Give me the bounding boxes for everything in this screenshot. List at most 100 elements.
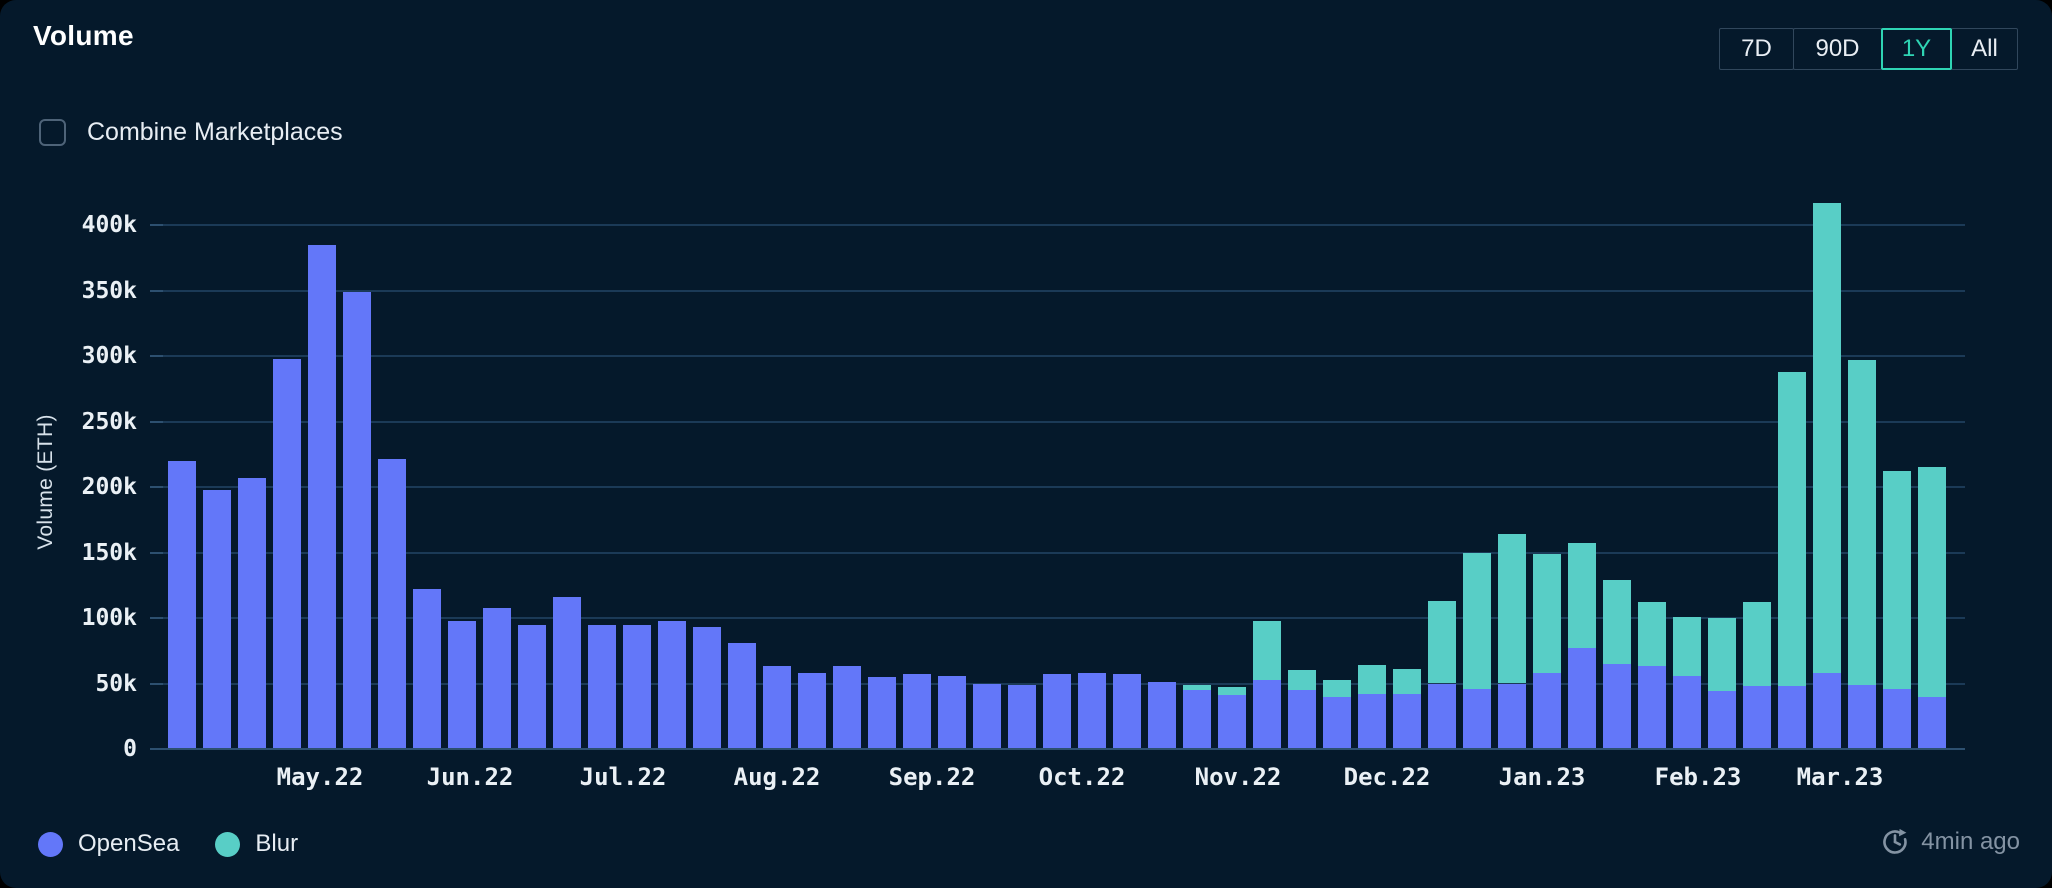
bar-opensea-week-30[interactable] xyxy=(1183,690,1211,749)
bar-blur-week-30[interactable] xyxy=(1183,684,1211,691)
page-title: Volume xyxy=(33,20,134,51)
bar-opensea-week-4[interactable] xyxy=(273,358,301,749)
bar-blur-week-45[interactable] xyxy=(1708,618,1736,692)
bar-opensea-week-24[interactable] xyxy=(973,683,1001,749)
x-axis-label-Mar.23: Mar.23 xyxy=(1796,763,1884,791)
bar-blur-week-32[interactable] xyxy=(1253,620,1281,680)
bar-blur-week-47[interactable] xyxy=(1778,371,1806,687)
bar-opensea-week-50[interactable] xyxy=(1883,688,1911,749)
bar-blur-week-33[interactable] xyxy=(1288,670,1316,691)
bar-opensea-week-44[interactable] xyxy=(1673,675,1701,749)
bar-opensea-week-42[interactable] xyxy=(1603,663,1631,749)
bar-opensea-week-20[interactable] xyxy=(833,666,861,749)
bar-opensea-week-40[interactable] xyxy=(1533,673,1561,749)
bar-opensea-week-32[interactable] xyxy=(1253,679,1281,749)
y-tick-mark xyxy=(150,355,163,357)
bar-opensea-week-11[interactable] xyxy=(518,624,546,749)
time-range-selector: 7D 90D 1Y All xyxy=(1719,28,2018,70)
bar-opensea-week-46[interactable] xyxy=(1743,686,1771,749)
bar-opensea-week-13[interactable] xyxy=(588,624,616,749)
bar-opensea-week-25[interactable] xyxy=(1008,684,1036,749)
bar-opensea-week-14[interactable] xyxy=(623,624,651,749)
bar-opensea-week-38[interactable] xyxy=(1463,688,1491,749)
bar-opensea-week-33[interactable] xyxy=(1288,690,1316,749)
y-tick-label: 200k xyxy=(81,474,137,500)
y-tick-label: 400k xyxy=(81,212,137,238)
bar-opensea-week-1[interactable] xyxy=(168,460,196,749)
bar-blur-week-40[interactable] xyxy=(1533,553,1561,673)
legend-label-blur: Blur xyxy=(255,830,299,857)
bar-opensea-week-31[interactable] xyxy=(1218,695,1246,749)
legend-item-opensea[interactable]: OpenSea xyxy=(38,830,179,858)
bar-blur-week-44[interactable] xyxy=(1673,616,1701,676)
bar-opensea-week-8[interactable] xyxy=(413,589,441,749)
bar-opensea-week-41[interactable] xyxy=(1568,648,1596,749)
bar-opensea-week-18[interactable] xyxy=(763,666,791,749)
bar-opensea-week-39[interactable] xyxy=(1498,683,1526,749)
y-tick-mark xyxy=(150,617,163,619)
bar-blur-week-36[interactable] xyxy=(1393,669,1421,694)
y-tick-label: 50k xyxy=(95,670,137,697)
chart-legend: OpenSea Blur xyxy=(38,830,298,858)
bar-opensea-week-16[interactable] xyxy=(693,627,721,749)
bar-opensea-week-37[interactable] xyxy=(1428,683,1456,749)
blur-legend-dot-icon xyxy=(215,831,241,857)
bar-blur-week-46[interactable] xyxy=(1743,602,1771,687)
gridline-350k xyxy=(163,289,1965,292)
bar-blur-week-37[interactable] xyxy=(1428,600,1456,684)
bar-blur-week-43[interactable] xyxy=(1638,602,1666,667)
bar-blur-week-50[interactable] xyxy=(1883,471,1911,689)
bar-opensea-week-45[interactable] xyxy=(1708,691,1736,749)
bar-opensea-week-49[interactable] xyxy=(1848,684,1876,749)
bar-opensea-week-21[interactable] xyxy=(868,676,896,749)
bar-blur-week-48[interactable] xyxy=(1813,202,1841,673)
bar-opensea-week-3[interactable] xyxy=(238,477,266,749)
bar-opensea-week-22[interactable] xyxy=(903,674,931,749)
legend-item-blur[interactable]: Blur xyxy=(215,830,298,858)
range-button-7d[interactable]: 7D xyxy=(1719,28,1794,70)
bar-opensea-week-35[interactable] xyxy=(1358,693,1386,749)
bar-opensea-week-27[interactable] xyxy=(1078,673,1106,749)
x-axis-label-Jul.22: Jul.22 xyxy=(579,763,667,791)
range-button-90d[interactable]: 90D xyxy=(1793,28,1882,70)
bar-opensea-week-51[interactable] xyxy=(1918,696,1946,749)
bar-opensea-week-43[interactable] xyxy=(1638,666,1666,749)
bar-opensea-week-23[interactable] xyxy=(938,675,966,749)
x-axis-label-Nov.22: Nov.22 xyxy=(1194,763,1282,791)
bar-opensea-week-19[interactable] xyxy=(798,673,826,749)
bar-opensea-week-7[interactable] xyxy=(378,459,406,749)
bar-blur-week-34[interactable] xyxy=(1323,679,1351,697)
bar-opensea-week-17[interactable] xyxy=(728,642,756,749)
bar-opensea-week-2[interactable] xyxy=(203,489,231,749)
bar-opensea-week-47[interactable] xyxy=(1778,686,1806,749)
bar-opensea-week-9[interactable] xyxy=(448,620,476,749)
bar-blur-week-41[interactable] xyxy=(1568,543,1596,649)
bar-opensea-week-28[interactable] xyxy=(1113,674,1141,749)
bar-blur-week-31[interactable] xyxy=(1218,687,1246,696)
y-tick-mark xyxy=(150,682,163,685)
x-axis-label-Oct.22: Oct.22 xyxy=(1038,763,1126,791)
bar-blur-week-39[interactable] xyxy=(1498,534,1526,684)
bar-opensea-week-48[interactable] xyxy=(1813,673,1841,749)
range-button-1y[interactable]: 1Y xyxy=(1881,28,1952,70)
bar-blur-week-49[interactable] xyxy=(1848,359,1876,685)
bar-blur-week-51[interactable] xyxy=(1918,467,1946,697)
bar-opensea-week-26[interactable] xyxy=(1043,674,1071,749)
range-button-all[interactable]: All xyxy=(1951,28,2018,70)
bar-opensea-week-15[interactable] xyxy=(658,620,686,749)
bar-opensea-week-29[interactable] xyxy=(1148,682,1176,749)
bar-opensea-week-10[interactable] xyxy=(483,607,511,749)
bar-blur-week-35[interactable] xyxy=(1358,665,1386,694)
bar-opensea-week-5[interactable] xyxy=(308,244,336,749)
bar-blur-week-38[interactable] xyxy=(1463,552,1491,689)
bar-opensea-week-36[interactable] xyxy=(1393,693,1421,749)
x-axis-label-Sep.22: Sep.22 xyxy=(888,763,976,791)
gridline-250k xyxy=(163,420,1965,423)
bar-blur-week-42[interactable] xyxy=(1603,580,1631,664)
bar-opensea-week-12[interactable] xyxy=(553,597,581,749)
bar-opensea-week-6[interactable] xyxy=(343,291,371,749)
combine-marketplaces-checkbox[interactable] xyxy=(39,119,66,146)
opensea-legend-dot-icon xyxy=(38,831,63,857)
bar-opensea-week-34[interactable] xyxy=(1323,696,1351,749)
combine-marketplaces-control[interactable]: Combine Marketplaces xyxy=(39,118,343,147)
